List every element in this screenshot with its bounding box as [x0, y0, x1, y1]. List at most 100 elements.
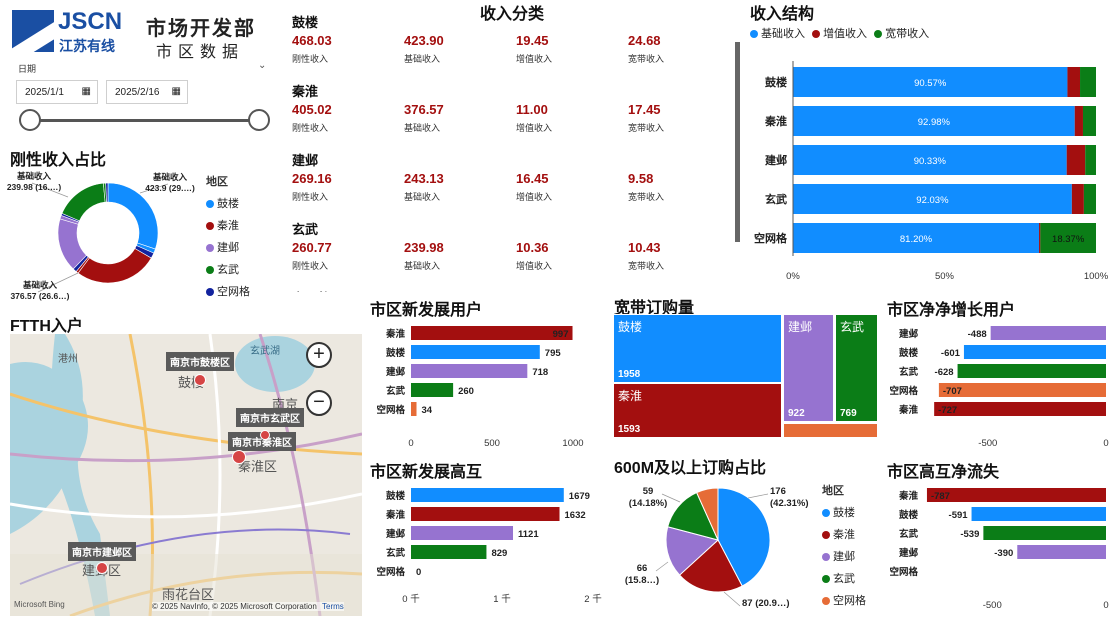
pie-slice[interactable]: [695, 487, 719, 541]
stacked-bar-segment[interactable]: [1083, 184, 1096, 214]
start-date-input[interactable]: 2025/1/1 ▦: [16, 80, 98, 104]
treemap-tile-value: 1593: [618, 424, 641, 435]
calendar-icon: ▦: [171, 86, 181, 97]
legend-item-gulou[interactable]: 鼓楼: [206, 195, 250, 211]
pie-slice-percent: (42.31%): [770, 498, 809, 509]
legend-item-qinhuai[interactable]: 秦淮: [206, 217, 250, 233]
category-label: 空网格: [889, 385, 918, 397]
bar[interactable]: [926, 488, 1106, 502]
bar[interactable]: [411, 383, 454, 397]
category-label: 空网格: [376, 566, 405, 578]
x-tick-label: 50%: [935, 271, 955, 282]
bar[interactable]: [411, 402, 417, 416]
kpi-metric-label: 刚性收入: [292, 123, 329, 133]
stacked-bar-segment[interactable]: [1039, 223, 1041, 253]
legend-item-qinhuai[interactable]: 秦淮: [822, 526, 866, 542]
donut-slice[interactable]: [77, 248, 152, 284]
bar-data-label: 718: [532, 367, 548, 378]
pie-slice[interactable]: [717, 487, 771, 587]
date-slider-track[interactable]: [30, 119, 260, 122]
pie-slice[interactable]: [665, 526, 720, 576]
bar[interactable]: [411, 488, 564, 502]
legend-item-jianye[interactable]: 建邺: [822, 548, 866, 564]
kpi-metric-label: 增值收入: [516, 192, 553, 202]
legend-item-empty-grid[interactable]: 空网格: [822, 592, 866, 608]
bar[interactable]: [411, 364, 528, 378]
kpi-value: 239.98: [404, 240, 444, 255]
stacked-bar-segment[interactable]: [793, 145, 1067, 175]
map-title: FTTH入户: [10, 318, 83, 335]
category-label: 鼓楼: [386, 347, 406, 359]
donut-slice[interactable]: [61, 182, 106, 222]
zoom-in-button[interactable]: +: [306, 342, 332, 368]
stacked-bar-segment[interactable]: [793, 184, 1072, 214]
revenue-structure-scrollbar[interactable]: [735, 42, 740, 242]
zoom-out-button[interactable]: −: [306, 390, 332, 416]
category-label: 秦淮: [898, 404, 919, 416]
legend-item-xuanwu[interactable]: 玄武: [822, 570, 866, 586]
treemap-tile-label: 鼓楼: [618, 320, 643, 334]
bar[interactable]: [411, 545, 487, 559]
bar-data-label: 1632: [565, 510, 586, 521]
legend-item-gulou[interactable]: 鼓楼: [822, 504, 866, 520]
stacked-bar-segment[interactable]: [1067, 67, 1081, 97]
stacked-bar-segment[interactable]: [1066, 145, 1086, 175]
bar[interactable]: [934, 402, 1106, 416]
legend-basic[interactable]: 基础收入: [750, 28, 805, 40]
date-slider-end-handle[interactable]: [248, 109, 270, 131]
legend-item-empty-grid[interactable]: 空网格: [206, 283, 250, 299]
date-filter-chevron-icon[interactable]: ⌄: [258, 60, 267, 71]
treemap-tile-value: 1958: [618, 369, 641, 380]
legend-value-added[interactable]: 增值收入: [812, 28, 867, 40]
stacked-bar-segment[interactable]: [1071, 184, 1084, 214]
map-pin-icon[interactable]: [96, 562, 108, 574]
bar[interactable]: [971, 507, 1106, 521]
map-pin-label[interactable]: 南京市玄武区: [236, 408, 304, 427]
treemap-tile[interactable]: 秦淮 1593: [613, 383, 782, 438]
ftth-map[interactable]: 鼓楼 南京 秦淮区 建邺区 雨花台区 港州 玄武湖 南京市鼓楼区 南京市玄武区 …: [10, 334, 362, 616]
pie-slice[interactable]: [678, 539, 743, 593]
bar[interactable]: [963, 345, 1106, 359]
legend-item-jianye[interactable]: 建邺: [206, 239, 250, 255]
kpi-metric-label: 宽带收入: [628, 261, 665, 271]
kpi-value: 11.00: [516, 102, 548, 117]
category-label: 玄武: [386, 547, 406, 559]
new-hi-users-title: 市区新发展高互: [370, 464, 483, 481]
stacked-bar-segment[interactable]: [1040, 223, 1096, 253]
stacked-bar-segment[interactable]: [793, 67, 1068, 97]
date-slider-start-handle[interactable]: [19, 109, 41, 131]
stacked-bar-segment[interactable]: [1080, 67, 1096, 97]
map-pin-icon[interactable]: [194, 374, 206, 386]
legend-item-xuanwu[interactable]: 玄武: [206, 261, 250, 277]
donut-slice[interactable]: [105, 182, 109, 203]
treemap-tile[interactable]: 建邺 922: [783, 314, 834, 422]
end-date-input[interactable]: 2025/2/16 ▦: [106, 80, 188, 104]
bar[interactable]: [411, 345, 540, 359]
bar[interactable]: [983, 526, 1106, 540]
bar[interactable]: [411, 526, 514, 540]
bar[interactable]: [938, 383, 1106, 397]
kpi-value: 17.45: [628, 102, 661, 117]
legend-broadband[interactable]: 宽带收入: [874, 28, 929, 40]
treemap-tile[interactable]: 玄武 769: [835, 314, 878, 422]
stacked-bar-segment[interactable]: [1074, 106, 1083, 136]
map-pin-icon[interactable]: [260, 430, 270, 440]
bar[interactable]: [990, 326, 1106, 340]
region-legend: 地区 鼓楼 秦淮 建邺 玄武 空网格: [206, 173, 250, 305]
map-pin-label[interactable]: 南京市建邺区: [68, 542, 136, 561]
treemap-tile[interactable]: [783, 423, 878, 438]
stacked-bar-segment[interactable]: [1082, 106, 1096, 136]
map-pin-label[interactable]: 南京市鼓楼区: [166, 352, 234, 371]
bar[interactable]: [957, 364, 1106, 378]
bar[interactable]: [1017, 545, 1106, 559]
stacked-bar-segment[interactable]: [793, 106, 1075, 136]
x-tick-label: 0: [408, 438, 413, 449]
bar[interactable]: [411, 326, 573, 340]
stacked-bar-segment[interactable]: [1085, 145, 1096, 175]
stacked-bar-segment[interactable]: [793, 223, 1040, 253]
treemap-tile[interactable]: 鼓楼 1958: [613, 314, 782, 383]
map-pin-label[interactable]: 南京市秦淮区: [228, 432, 296, 451]
map-pin-icon[interactable]: [232, 450, 246, 464]
map-terms-link[interactable]: Terms: [322, 602, 344, 611]
bar[interactable]: [411, 507, 560, 521]
